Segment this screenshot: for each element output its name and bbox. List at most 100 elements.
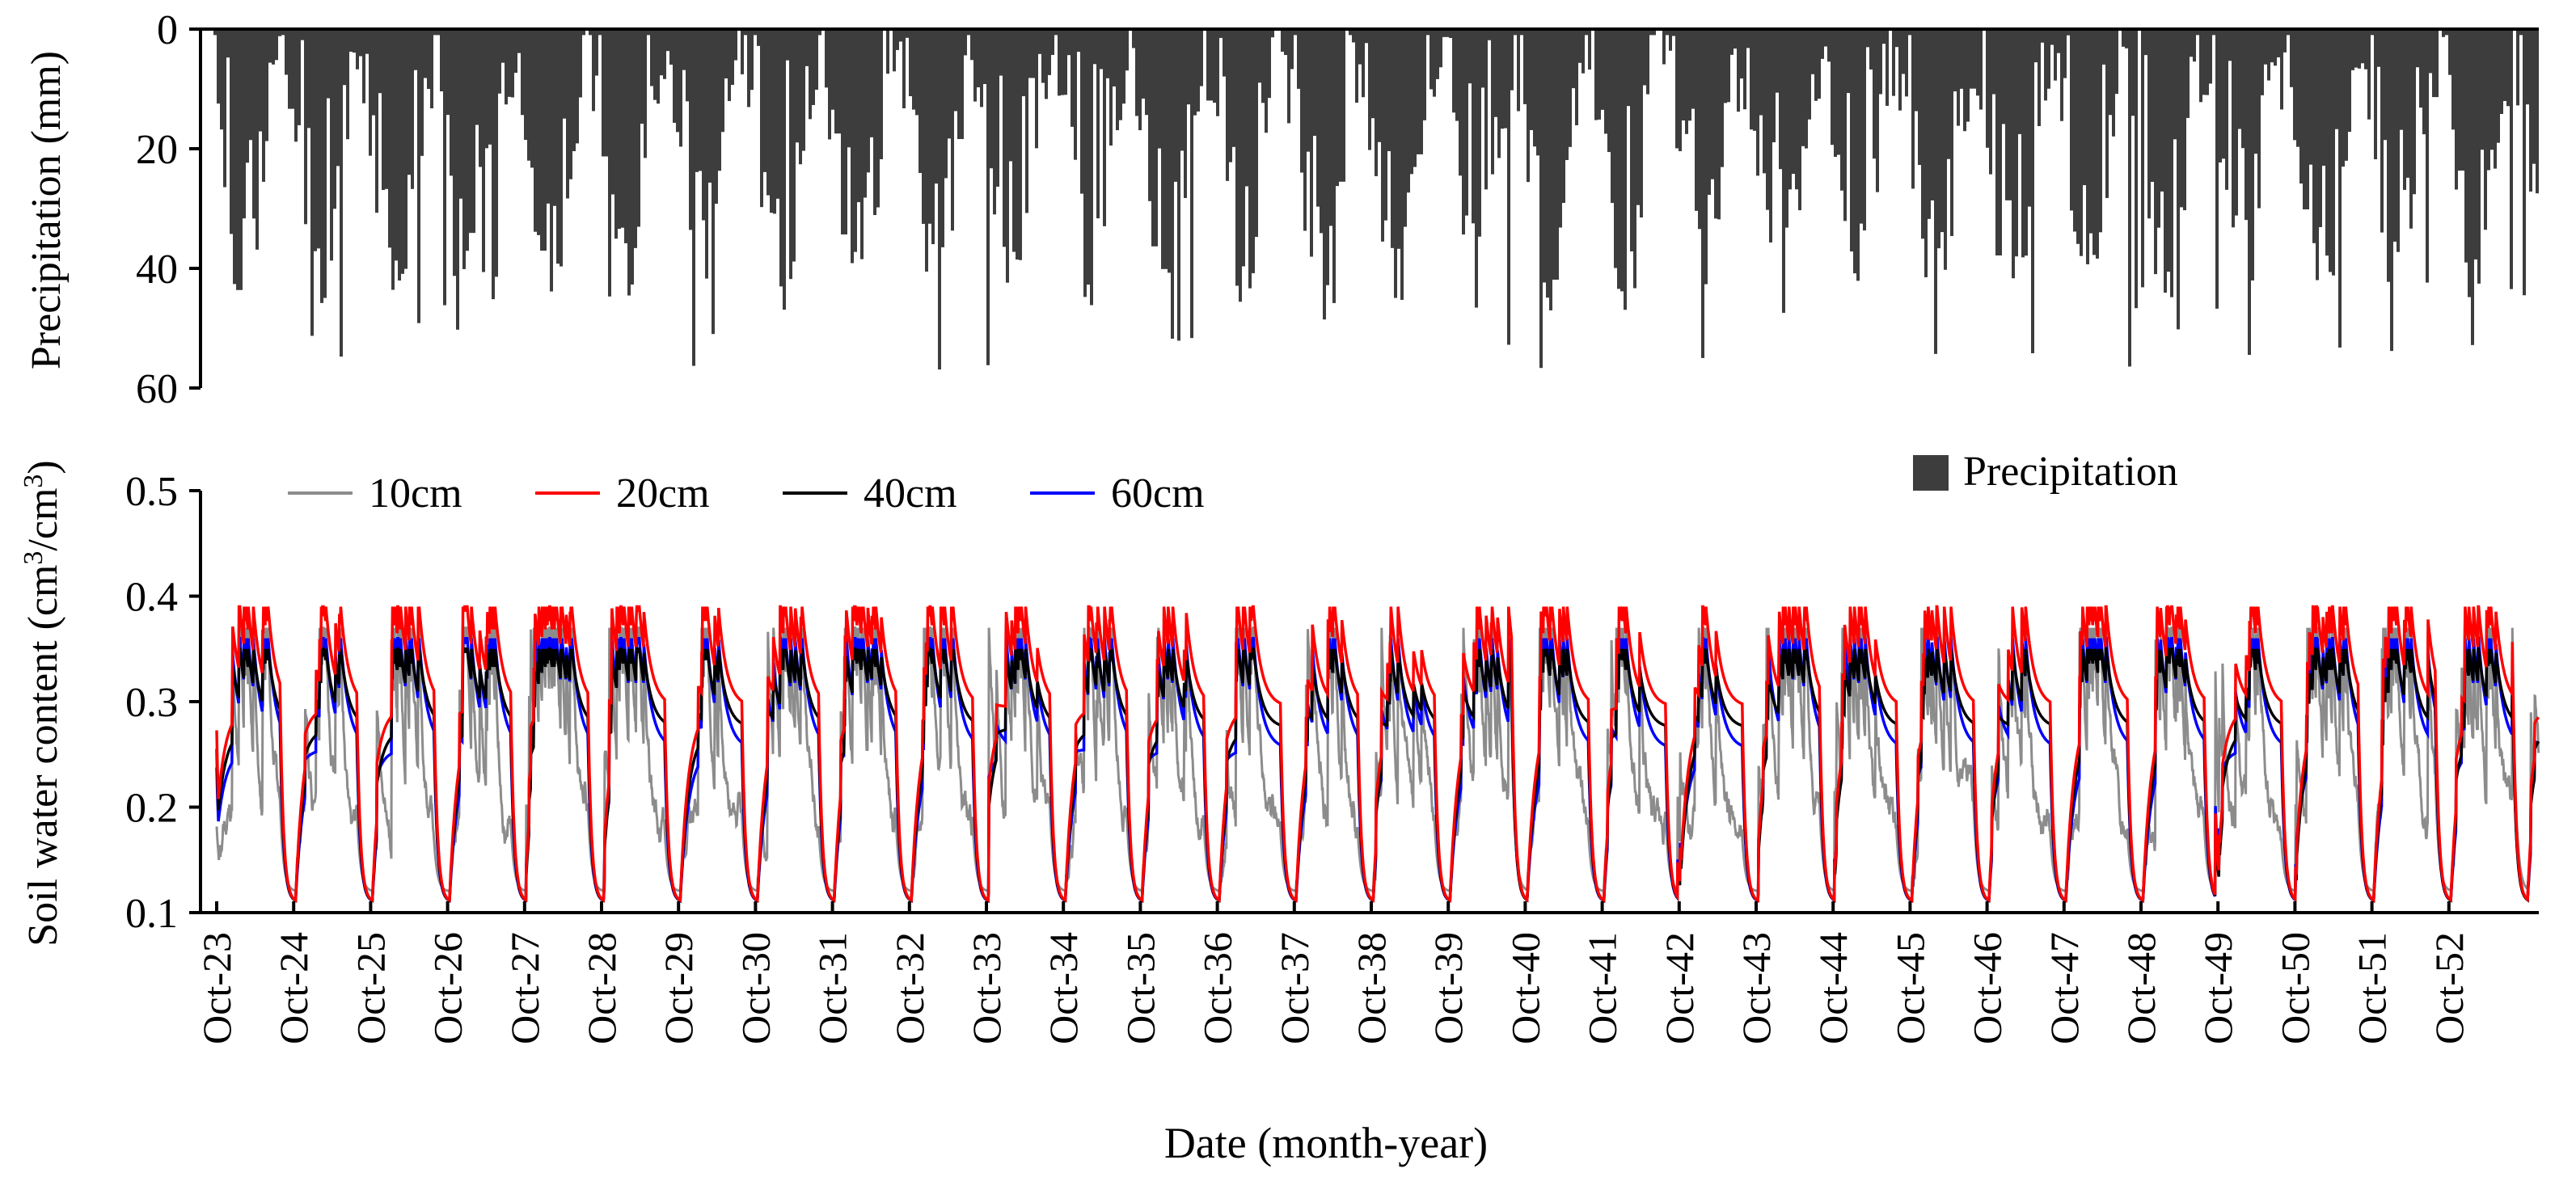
precipitation-y-tick-label: 40: [136, 247, 178, 293]
precipitation-bar: [1426, 29, 1429, 36]
precipitation-bar: [2021, 29, 2025, 258]
precipitation-bar: [2345, 29, 2348, 161]
precipitation-bar: [2109, 29, 2112, 116]
precipitation-bar: [734, 29, 737, 61]
precipitation-bar: [2089, 29, 2092, 234]
precipitation-bar: [1523, 29, 1527, 104]
precipitation-bar: [598, 29, 602, 36]
precipitation-bar: [540, 29, 543, 251]
precipitation-bar: [1488, 29, 1491, 40]
precipitation-bar: [695, 29, 699, 172]
precipitation-bar: [2228, 29, 2232, 61]
precipitation-bar: [1271, 29, 1274, 38]
precipitation-bar: [2354, 29, 2358, 68]
precipitation-bar: [2115, 29, 2118, 95]
precipitation-bar: [2519, 29, 2523, 36]
precipitation-bar: [508, 29, 511, 97]
precipitation-bar: [450, 29, 453, 176]
precipitation-bar: [353, 29, 356, 53]
precipitation-bar: [754, 29, 757, 36]
precipitation-bar: [2445, 29, 2448, 36]
precipitation-bar: [456, 29, 459, 330]
precipitation-bar: [349, 29, 353, 52]
precipitation-bar: [217, 29, 220, 104]
precipitation-bar: [265, 29, 268, 141]
precipitation-bar: [2128, 29, 2131, 367]
precipitation-bar: [990, 29, 993, 169]
legend-label-60cm: 60cm: [1111, 470, 1205, 517]
precipitation-bar: [728, 29, 731, 102]
precipitation-bar: [401, 29, 404, 274]
precipitation-bar: [1763, 29, 1766, 174]
precipitation-bar: [2002, 29, 2005, 124]
precipitation-bar: [1229, 29, 1232, 162]
precipitation-bar: [2008, 29, 2012, 200]
precipitation-bar: [414, 29, 417, 70]
precipitation-bar: [365, 29, 369, 54]
precipitation-bar: [404, 29, 408, 269]
precipitation-bar: [653, 29, 657, 100]
precipitation-y-tick-label: 0: [157, 7, 178, 53]
precipitation-bar: [2183, 29, 2186, 211]
precipitation-bar: [2131, 29, 2135, 116]
precipitation-bar: [2474, 29, 2477, 259]
precipitation-bar: [2377, 29, 2380, 67]
precipitation-bar: [909, 29, 912, 97]
precipitation-bar: [281, 29, 285, 36]
precipitation-bar: [1627, 29, 1630, 107]
soil-water-x-tick-label: Oct-48: [2118, 932, 2164, 1044]
precipitation-bar: [776, 29, 779, 199]
precipitation-bar: [2325, 29, 2329, 256]
soil-water-y-tick-label: 0.5: [125, 469, 178, 515]
precipitation-bar: [1429, 29, 1433, 90]
precipitation-bar: [2497, 29, 2500, 143]
precipitation-bar: [1404, 29, 1407, 227]
precipitation-bar: [1174, 29, 1177, 182]
precipitation-bar: [854, 29, 857, 252]
legend-label-40cm: 40cm: [864, 470, 957, 517]
precipitation-bar: [1284, 29, 1287, 56]
precipitation-bar: [1368, 29, 1371, 150]
precipitation-bar: [1287, 29, 1290, 124]
precipitation-bar: [1064, 29, 1067, 95]
precipitation-bar: [1151, 29, 1155, 247]
precipitation-bar: [760, 29, 763, 208]
precipitation-bar: [1953, 29, 1957, 92]
precipitation-bar: [1704, 29, 1708, 285]
precipitation-bar: [831, 29, 834, 110]
precipitation-bar: [2371, 29, 2374, 36]
precipitation-bar: [757, 29, 760, 46]
precipitation-bar: [1145, 29, 1148, 116]
soil-water-x-tick-label: Oct-32: [887, 932, 932, 1044]
precipitation-bar: [1873, 29, 1876, 159]
precipitation-bar: [1957, 29, 1960, 126]
soil-water-y-tick-label: 0.3: [125, 680, 178, 726]
precipitation-bar: [1113, 29, 1116, 86]
precipitation-bar: [2464, 29, 2468, 263]
precipitation-bar: [1611, 29, 1614, 204]
precipitation-bar: [2070, 29, 2073, 211]
precipitation-y-tick-label: 60: [136, 366, 178, 412]
precipitation-bar: [1387, 29, 1391, 152]
precipitation-bar: [2516, 29, 2519, 106]
precipitation-bar: [239, 29, 243, 290]
precipitation-bar: [647, 29, 650, 36]
precipitation-bar: [433, 29, 437, 36]
precipitation-bar: [498, 29, 501, 94]
precipitation-bar: [1666, 29, 1669, 36]
precipitation-bar: [1527, 29, 1530, 183]
precipitation-bar: [2461, 29, 2464, 171]
precipitation-bar: [1643, 29, 1646, 86]
precipitation-bar: [2503, 29, 2506, 101]
precipitation-bar: [501, 29, 505, 63]
precipitation-bar: [330, 29, 333, 261]
precipitation-bar: [2387, 29, 2390, 282]
precipitation-bar: [1058, 29, 1061, 96]
precipitation-bar: [1685, 29, 1688, 134]
precipitation-bar: [766, 29, 770, 196]
precipitation-bar: [556, 29, 560, 264]
precipitation-bar: [1533, 29, 1536, 147]
precipitation-bar: [2361, 29, 2364, 64]
precipitation-bar: [935, 29, 938, 184]
